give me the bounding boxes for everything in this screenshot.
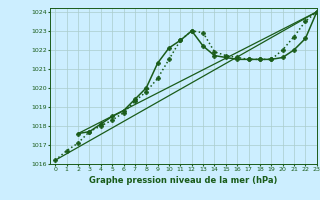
X-axis label: Graphe pression niveau de la mer (hPa): Graphe pression niveau de la mer (hPa) bbox=[89, 176, 277, 185]
